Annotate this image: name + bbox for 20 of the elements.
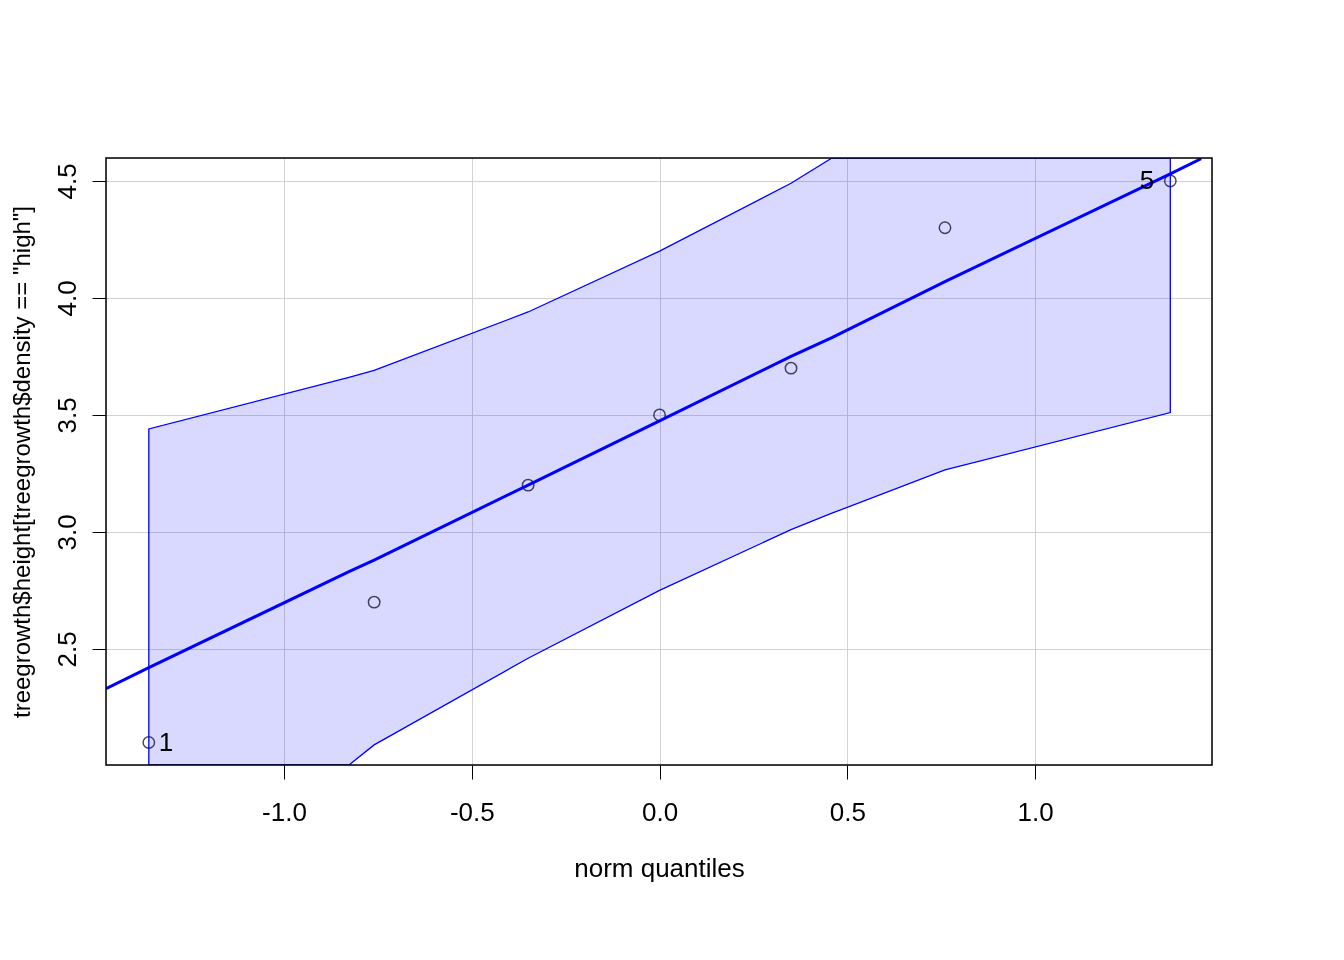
point (142, 736, 156, 749)
x-tick-label: 0.5 (829, 796, 866, 827)
x-tick-label: -1.0 (262, 796, 307, 827)
line-series (106, 158, 1203, 691)
y-axis-title: treegrowth$height[treegrowth$density == "high"] (7, 205, 35, 719)
point (784, 361, 798, 375)
point (521, 478, 535, 492)
point (938, 221, 952, 235)
y-tick-label: 2.5 (51, 631, 82, 668)
x-axis-title: norm quantiles (574, 852, 745, 883)
point (367, 595, 381, 609)
y-tick-label: 3.0 (51, 514, 82, 551)
annotation: 1 (158, 726, 174, 757)
x-tick-label: -0.5 (449, 796, 495, 827)
x-tick-label: 0.0 (641, 796, 679, 827)
x-tick-label: 1.0 (1017, 796, 1054, 827)
y-tick-label: 4.0 (51, 280, 82, 317)
point (1163, 174, 1177, 188)
y-tick-label: 3.5 (51, 397, 82, 434)
y-tick-label: 4.5 (51, 163, 82, 200)
